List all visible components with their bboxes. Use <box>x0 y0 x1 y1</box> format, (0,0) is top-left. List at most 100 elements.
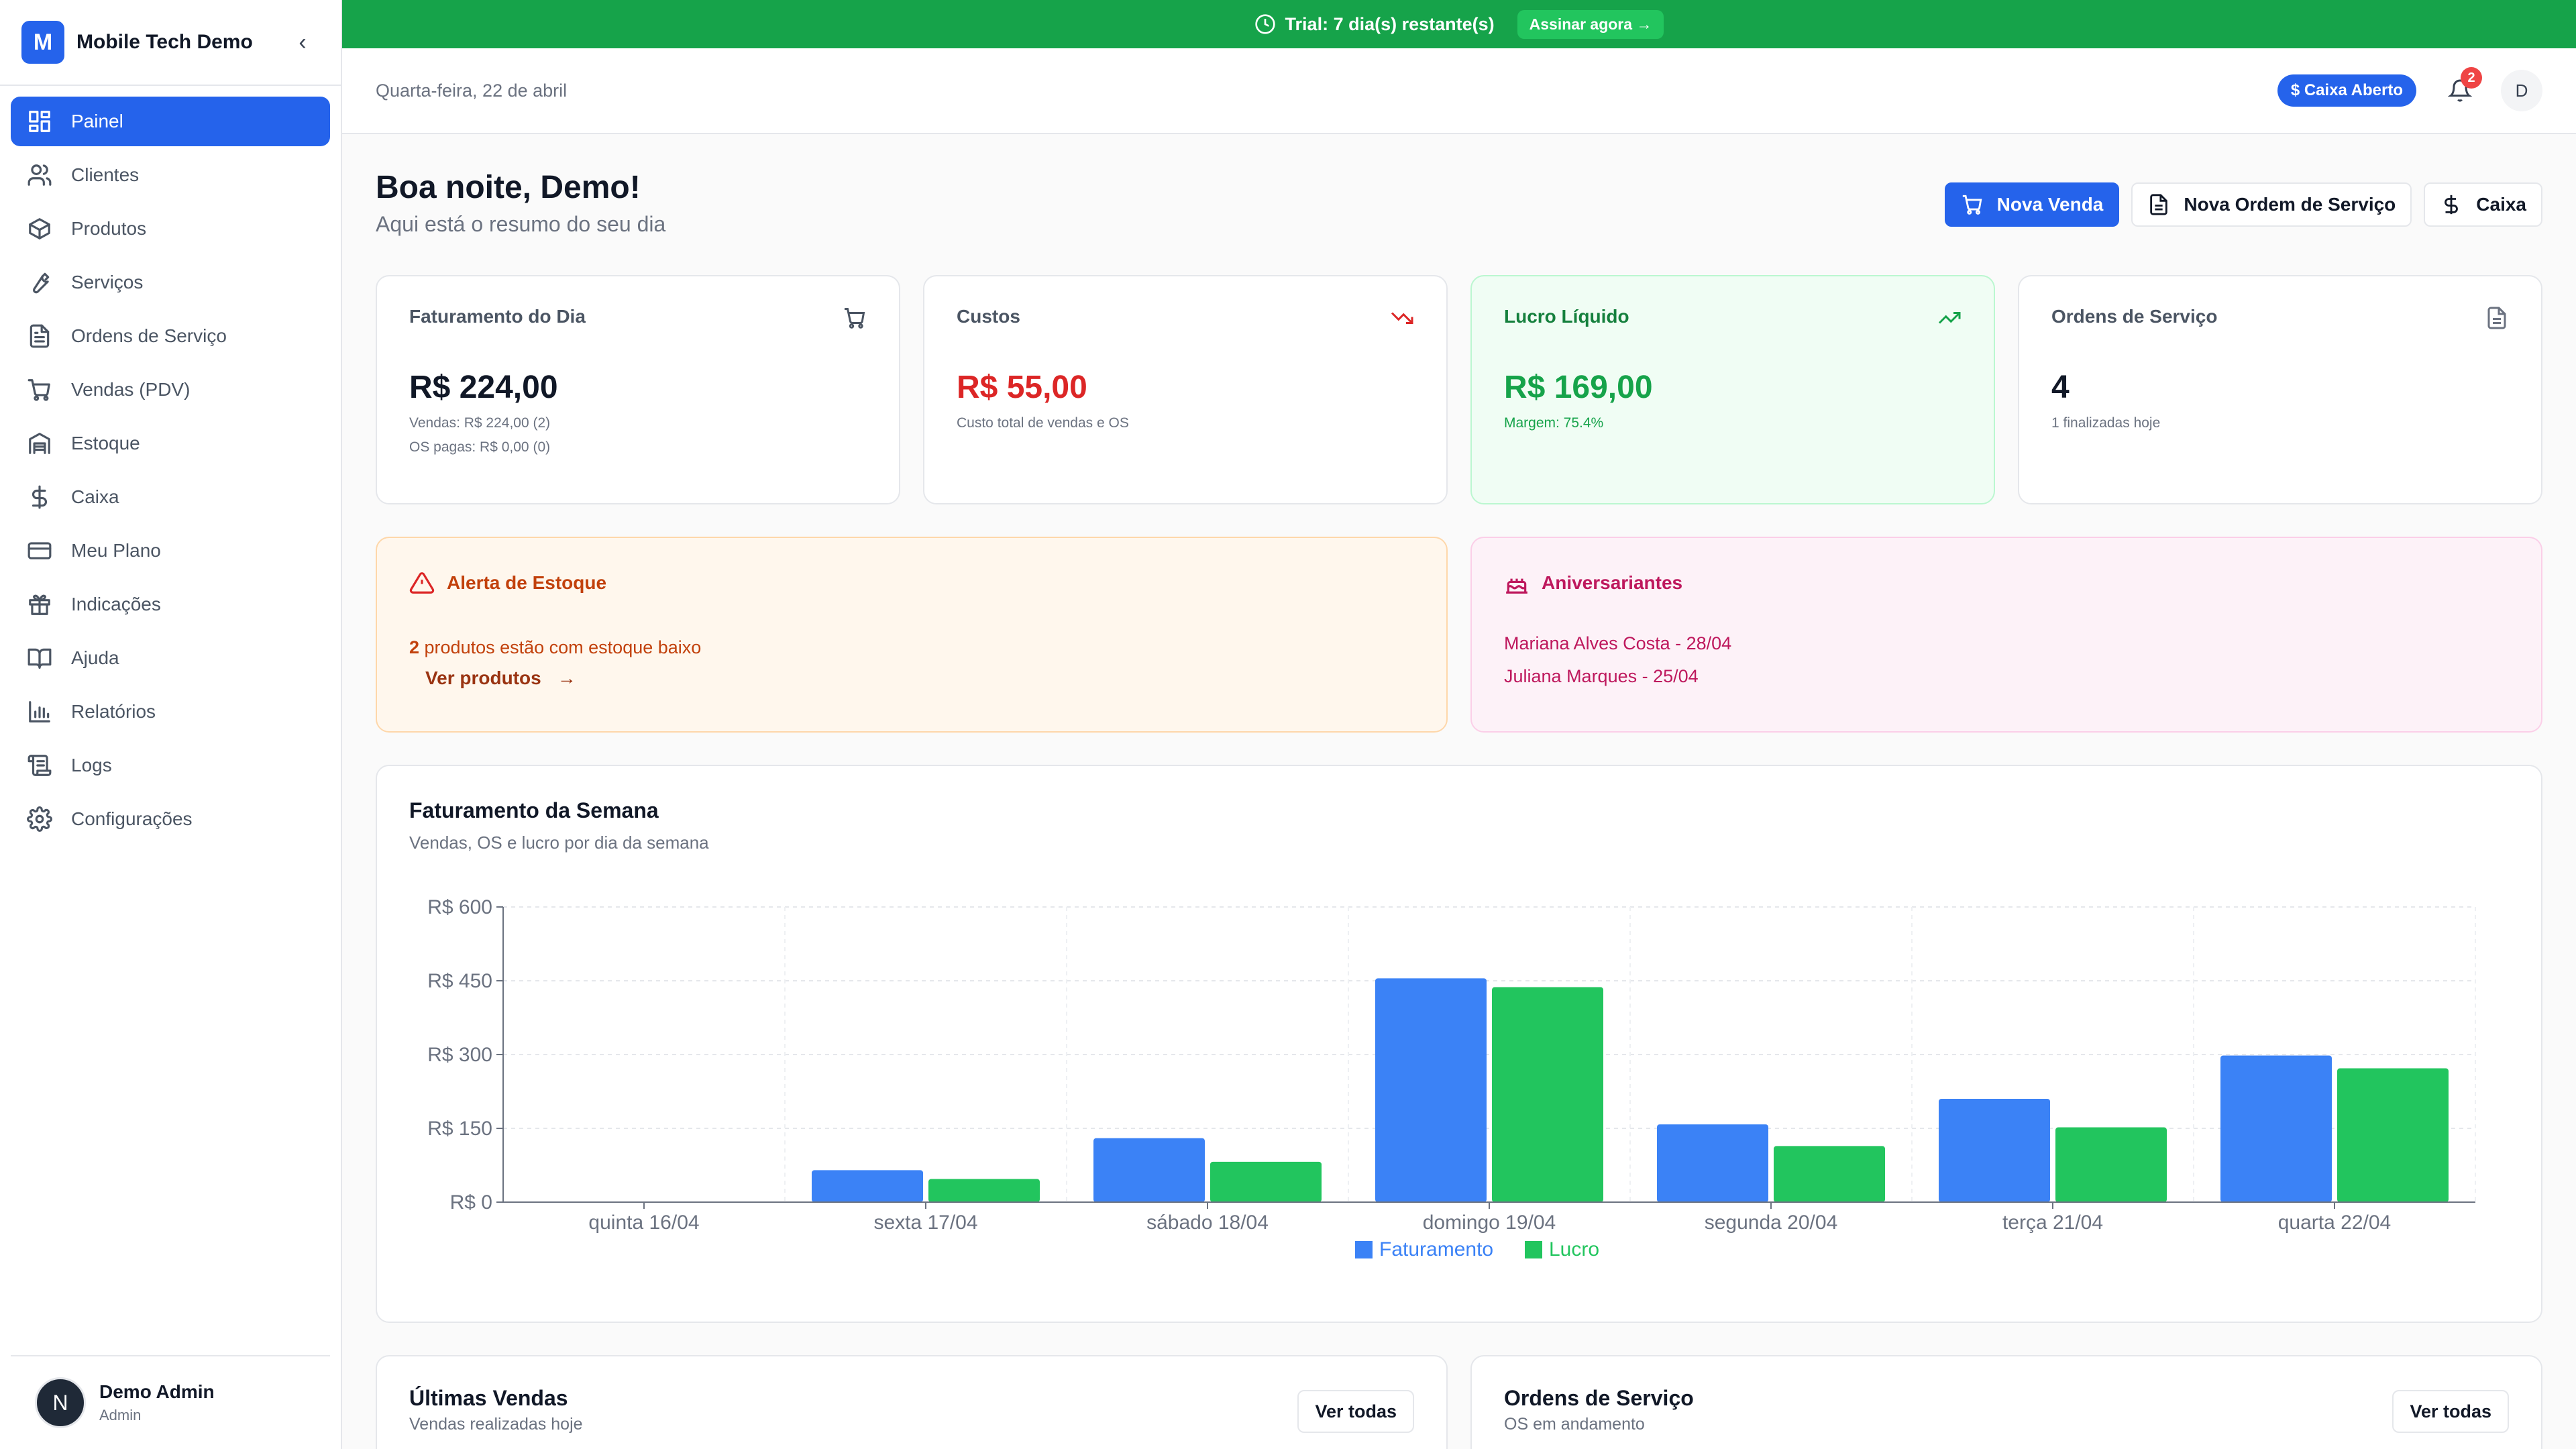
orders-title: Ordens de Serviço <box>2051 306 2218 327</box>
dollar-icon <box>32 485 47 509</box>
trending-down-icon <box>1391 312 1413 324</box>
sidebar: M Mobile Tech Demo ‹ Painel Clientes Pro… <box>0 0 342 1449</box>
sidebar-item-relatorios[interactable]: Relatórios <box>11 687 330 737</box>
sidebar-item-ordens-de-servico[interactable]: Ordens de Serviço <box>11 311 330 361</box>
low-stock-count: 2 <box>409 637 420 657</box>
y-tick-label: R$ 150 <box>427 1118 492 1140</box>
weekly-revenue-title: Faturamento da Semana <box>409 798 659 822</box>
bar-faturamento <box>812 1170 923 1202</box>
x-tick-label: segunda 20/04 <box>1705 1212 1838 1234</box>
costs-card: Custos R$ 55,00 Custo total de vendas e … <box>923 275 1448 504</box>
open-orders-see-all-button[interactable]: Ver todas <box>2392 1390 2509 1433</box>
greeting-row: Boa noite, Demo! Aqui está o resumo do s… <box>376 134 2542 275</box>
orders-details: 1 finalizadas hoje <box>2051 415 2161 431</box>
trial-text: Trial: 7 dia(s) restante(s) <box>1285 13 1495 34</box>
recent-sales-see-all-button[interactable]: Ver todas <box>1297 1390 1414 1433</box>
sidebar-item-label: Relatórios <box>71 701 156 722</box>
stock-alert-text: 2 produtos estão com estoque baixo <box>409 637 1414 658</box>
document-icon <box>30 324 50 348</box>
sidebar-item-painel[interactable]: Painel <box>11 97 330 146</box>
recent-sales-title: Últimas Vendas <box>409 1386 568 1410</box>
profit-title: Lucro Líquido <box>1504 306 1629 327</box>
costs-value: R$ 55,00 <box>957 370 1087 405</box>
revenue-title: Faturamento do Dia <box>409 306 586 327</box>
profit-card: Lucro Líquido R$ 169,00 Margem: 75.4% <box>1470 275 1995 504</box>
subscribe-button[interactable]: Assinar agora → <box>1517 9 1664 39</box>
notification-count-badge: 2 <box>2461 67 2482 89</box>
bar-faturamento <box>2220 1055 2332 1202</box>
sidebar-item-ajuda[interactable]: Ajuda <box>11 633 330 683</box>
sidebar-item-vendas[interactable]: Vendas (PDV) <box>11 365 330 415</box>
sidebar-item-servicos[interactable]: Serviços <box>11 258 330 307</box>
open-orders-title: Ordens de Serviço <box>1504 1386 1694 1410</box>
costs-title: Custos <box>957 306 1020 327</box>
wrench-icon <box>33 272 50 294</box>
sidebar-item-label: Ordens de Serviço <box>71 325 227 346</box>
profit-value: R$ 169,00 <box>1504 370 1653 405</box>
cash-status-badge[interactable]: $ Caixa Aberto <box>2277 74 2416 107</box>
sidebar-item-label: Configurações <box>71 808 193 829</box>
open-orders-subtitle: OS em andamento <box>1504 1415 1645 1434</box>
bar-lucro <box>1492 987 1603 1202</box>
cart-icon <box>845 308 865 329</box>
x-tick-label: domingo 19/04 <box>1423 1212 1556 1234</box>
app-name: Mobile Tech Demo <box>76 31 253 53</box>
box-icon <box>29 218 50 239</box>
birthday-item[interactable]: Juliana Marques - 25/04 <box>1504 666 1699 686</box>
sidebar-header: M Mobile Tech Demo ‹ <box>0 0 341 86</box>
current-date: Quarta-feira, 22 de abril <box>376 80 568 101</box>
cash-button[interactable]: Caixa <box>2424 182 2542 227</box>
new-service-order-label: Nova Ordem de Serviço <box>2184 194 2396 215</box>
arrow-right-icon: → <box>557 667 576 688</box>
new-sale-button[interactable]: Nova Venda <box>1944 182 2120 227</box>
header-avatar[interactable]: D <box>2501 70 2542 111</box>
top-header: Quarta-feira, 22 de abril $ Caixa Aberto… <box>342 48 2576 134</box>
collapse-sidebar-button[interactable]: ‹ <box>286 30 319 56</box>
sidebar-item-indicacoes[interactable]: Indicações <box>11 580 330 629</box>
user-name: Demo Admin <box>99 1381 215 1402</box>
sidebar-item-configuracoes[interactable]: Configurações <box>11 794 330 844</box>
weekly-revenue-chart: R$ 0 R$ 150 R$ 300 R$ 450 R$ 600 quinta 16/04… <box>427 896 2476 1260</box>
view-products-link[interactable]: Ver produtos → <box>425 667 1414 689</box>
trial-banner: Trial: 7 dia(s) restante(s) Assinar agor… <box>342 0 2576 48</box>
revenue-os-line: OS pagas: R$ 0,00 (0) <box>409 439 551 455</box>
birthdays-card: Aniversariantes Mariana Alves Costa - 28… <box>1470 537 2542 733</box>
user-profile[interactable]: N Demo Admin Admin <box>11 1355 330 1449</box>
notifications-button[interactable]: 2 <box>2443 67 2482 107</box>
sidebar-item-label: Produtos <box>71 218 147 239</box>
recent-sales-card: Últimas Vendas Vendas realizadas hoje Ve… <box>376 1355 1448 1449</box>
sidebar-item-meu-plano[interactable]: Meu Plano <box>11 526 330 576</box>
bar-chart-icon <box>29 701 50 722</box>
sidebar-item-logs[interactable]: Logs <box>11 741 330 790</box>
y-tick-label: R$ 0 <box>450 1191 492 1214</box>
avatar: N <box>35 1377 86 1428</box>
sidebar-item-produtos[interactable]: Produtos <box>11 204 330 254</box>
dollar-icon <box>2445 195 2459 215</box>
orders-value: 4 <box>2051 370 2070 405</box>
bar-faturamento <box>1375 978 1487 1202</box>
sidebar-item-clientes[interactable]: Clientes <box>11 150 330 200</box>
profit-margin: Margem: 75.4% <box>1504 415 1604 431</box>
costs-details: Custo total de vendas e OS <box>957 415 1129 431</box>
new-service-order-button[interactable]: Nova Ordem de Serviço <box>2131 182 2412 227</box>
sidebar-item-label: Ajuda <box>71 647 119 668</box>
stock-alert-header: Alerta de Estoque <box>409 570 1414 596</box>
birthday-item[interactable]: Mariana Alves Costa - 28/04 <box>1504 633 1732 653</box>
quick-actions: Nova Venda Nova Ordem de Serviço Caixa <box>1944 182 2542 227</box>
bar-faturamento <box>1093 1138 1205 1202</box>
sidebar-item-label: Caixa <box>71 486 119 507</box>
dashboard-icon <box>29 111 50 132</box>
legend-swatch-lucro <box>1525 1241 1542 1258</box>
bar-lucro <box>1774 1146 1885 1202</box>
warehouse-icon <box>29 433 50 454</box>
birthdays-title: Aniversariantes <box>1542 572 1683 593</box>
weekly-revenue-subtitle: Vendas, OS e lucro por dia da semana <box>409 833 709 853</box>
sidebar-item-caixa[interactable]: Caixa <box>11 472 330 522</box>
scroll-icon <box>28 755 52 776</box>
sidebar-item-label: Clientes <box>71 164 140 185</box>
sidebar-nav: Painel Clientes Produtos Serviços Ordens… <box>0 86 341 844</box>
warning-icon <box>409 572 435 594</box>
view-products-label: Ver produtos <box>425 667 541 688</box>
sidebar-item-estoque[interactable]: Estoque <box>11 419 330 468</box>
